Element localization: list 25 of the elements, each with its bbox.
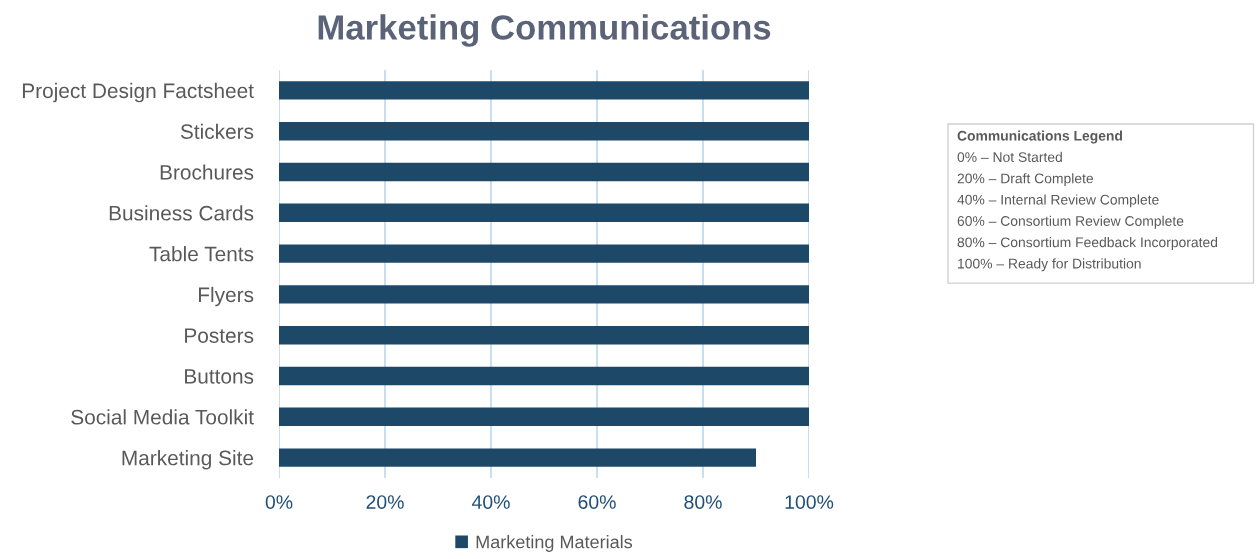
y-tick-label: Marketing Site — [122, 450, 254, 470]
text: 40% – Internal Review Complete — [957, 194, 1159, 208]
x-tick-label: 0% — [265, 495, 293, 509]
legend-label: Marketing Materials — [476, 535, 633, 552]
y-tick-label: Business Cards — [109, 205, 254, 221]
y-tick-label: Flyers — [199, 286, 254, 307]
x-tick-label: 100% — [785, 495, 834, 509]
text: 0% – Not Started — [957, 151, 1062, 163]
chart-title: Marketing Communications — [318, 14, 771, 47]
x-tick-label: 60% — [578, 495, 616, 509]
y-tick-label: Social Media Toolkit — [71, 409, 254, 425]
x-tick-label: 20% — [366, 495, 404, 509]
text: 80% – Consortium Feedback Incorporated — [957, 237, 1218, 250]
y-tick-label: Brochures — [160, 164, 254, 180]
text: 100% – Ready for Distribution — [958, 258, 1141, 272]
x-tick-label: 80% — [684, 495, 722, 509]
x-tick-label: 40% — [471, 495, 510, 509]
y-tick-label: Table Tents — [149, 246, 254, 262]
text: 60% – Consortium Review Complete — [957, 215, 1184, 229]
text: Communications Legend — [957, 130, 1122, 144]
y-tick-label: Project Design Factsheet — [22, 82, 254, 103]
y-tick-label: Buttons — [185, 369, 254, 384]
y-tick-label: Posters — [185, 328, 254, 343]
y-tick-label: Stickers — [180, 123, 254, 139]
text: 20% – Draft Complete — [957, 173, 1094, 187]
